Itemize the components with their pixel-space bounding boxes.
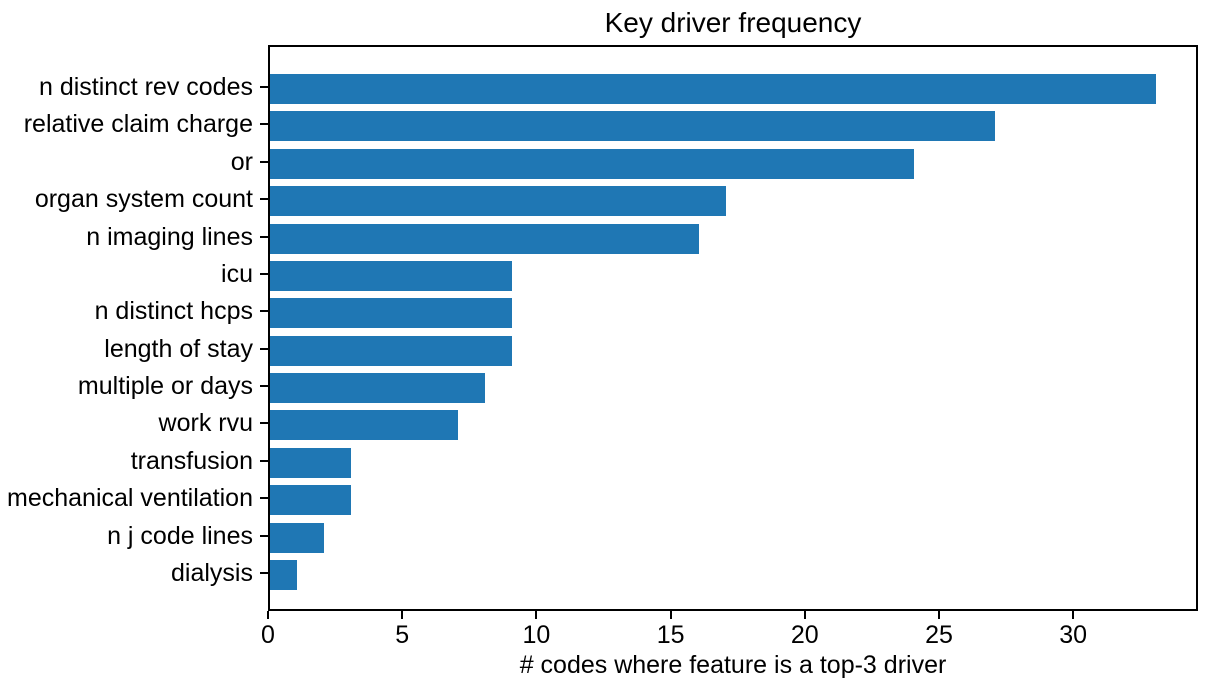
y-tick-label: or	[230, 147, 253, 176]
y-tick-label: transfusion	[130, 446, 253, 475]
bar	[270, 485, 351, 516]
y-tick-mark	[260, 347, 268, 350]
y-tick-mark	[260, 198, 268, 201]
y-tick-mark	[260, 310, 268, 313]
x-tick-label: 20	[790, 621, 819, 649]
bar	[270, 260, 512, 291]
y-tick-label: relative claim charge	[23, 110, 253, 139]
y-tick-mark	[260, 497, 268, 500]
bar	[270, 148, 915, 179]
x-tick-label: 10	[522, 621, 551, 649]
bar	[270, 298, 512, 329]
y-tick-label: n distinct rev codes	[39, 73, 253, 101]
x-tick-label: 30	[1059, 621, 1088, 649]
bar	[270, 522, 324, 553]
y-tick-label: dialysis	[171, 558, 253, 587]
y-tick-label: organ system count	[34, 185, 253, 214]
bar	[270, 186, 727, 217]
bar	[270, 410, 458, 441]
bar	[270, 223, 700, 254]
y-tick-label: length of stay	[104, 334, 253, 363]
y-tick-label: mechanical ventilation	[7, 484, 253, 513]
x-tick-label: 15	[656, 621, 685, 649]
x-tick-mark	[267, 611, 269, 619]
plot-area	[268, 45, 1198, 611]
y-tick-mark	[260, 571, 268, 574]
y-tick-mark	[260, 86, 268, 88]
x-axis-label: # codes where feature is a top-3 driver	[519, 651, 947, 679]
x-tick-label: 25	[925, 621, 953, 649]
chart-title: Key driver frequency	[604, 7, 862, 38]
y-tick-label: n distinct hcps	[94, 297, 253, 326]
y-tick-label: n j code lines	[107, 521, 253, 550]
x-tick-label: 5	[395, 621, 410, 649]
bar	[270, 373, 485, 404]
bar	[270, 111, 995, 142]
x-tick-mark	[1072, 611, 1075, 619]
bar	[270, 447, 351, 478]
x-tick-mark	[401, 611, 404, 619]
y-tick-mark	[260, 459, 268, 462]
y-tick-label: work rvu	[158, 409, 253, 438]
y-tick-mark	[260, 235, 268, 238]
y-tick-mark	[260, 160, 268, 163]
bar	[270, 559, 297, 590]
y-tick-label: n imaging lines	[86, 222, 253, 251]
x-tick-label: 0	[261, 621, 275, 649]
y-tick-mark	[260, 534, 268, 537]
x-tick-mark	[535, 611, 538, 619]
x-tick-mark	[937, 611, 940, 619]
bar	[270, 335, 512, 366]
y-tick-label: icu	[221, 259, 253, 288]
y-tick-mark	[260, 272, 268, 275]
x-tick-mark	[669, 611, 672, 619]
x-tick-mark	[803, 611, 806, 619]
y-tick-mark	[260, 385, 268, 388]
y-tick-mark	[260, 123, 268, 126]
bar	[270, 74, 1156, 104]
y-tick-label: multiple or days	[77, 372, 253, 401]
y-tick-mark	[260, 422, 268, 425]
